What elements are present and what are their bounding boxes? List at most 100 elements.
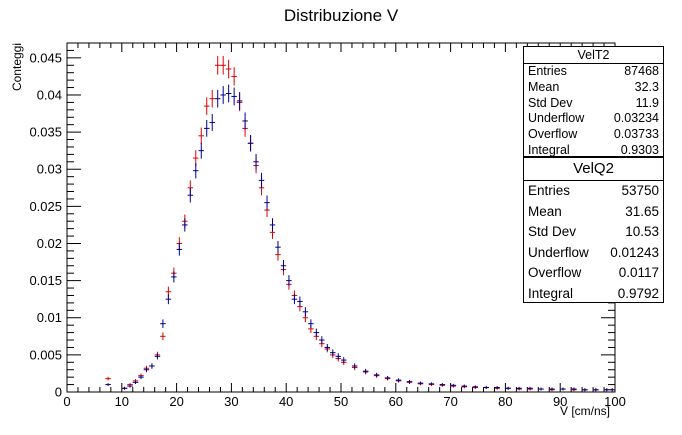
stats-row-integral: Integral 0.9303: [524, 143, 663, 159]
data-point-velq2: [264, 195, 270, 210]
data-point-velq2: [308, 319, 314, 328]
y-tick-label: 0.035: [29, 125, 62, 140]
data-point-velq2: [204, 119, 210, 137]
stats-value: 0.9792: [617, 285, 659, 301]
y-tick-label: 0.005: [29, 347, 62, 362]
stats-value: 31.65: [625, 203, 659, 219]
data-point-velq2: [341, 357, 347, 363]
data-point-velq2: [214, 89, 221, 108]
y-tick-label: 0.025: [29, 199, 62, 214]
data-point-velq2: [472, 385, 478, 389]
data-point-velq2: [143, 367, 150, 373]
y-tick-label: 0.02: [37, 236, 62, 251]
data-point-velq2: [105, 383, 111, 387]
x-tick-label: 60: [389, 394, 403, 409]
data-point-velq2: [461, 384, 468, 388]
data-point-velq2: [297, 296, 303, 307]
data-point-velq2: [193, 163, 199, 179]
x-tick-label: 40: [279, 394, 293, 409]
stats-row-std-dev: Std Dev 10.53: [524, 222, 663, 243]
stats-row-std-dev: Std Dev 11.9: [524, 96, 663, 112]
data-point-velt2: [209, 89, 215, 108]
data-point-velq2: [406, 379, 413, 384]
stats-label: Mean: [528, 79, 560, 94]
data-point-velq2: [395, 378, 402, 382]
data-point-velq2: [165, 294, 172, 305]
data-point-velq2: [609, 388, 615, 392]
data-point-velq2: [220, 86, 226, 104]
x-tick-label: 0: [63, 394, 70, 409]
data-point-velq2: [280, 259, 287, 272]
y-tick-label: 0.045: [29, 50, 62, 65]
stats-row-overflow: Overflow 0.0117: [524, 263, 663, 284]
data-point-velq2: [160, 319, 166, 328]
stats-box-title: VelT2: [524, 47, 663, 64]
data-point-velq2: [505, 386, 511, 390]
data-point-velt2: [220, 55, 226, 75]
data-point-velq2: [549, 387, 555, 391]
stats-value: 0.0117: [618, 265, 659, 280]
data-point-velq2: [258, 172, 265, 188]
data-point-velq2: [450, 383, 457, 387]
x-tick-label: 90: [553, 394, 567, 409]
data-point-velq2: [582, 388, 588, 392]
data-point-velq2: [182, 218, 188, 232]
data-point-velq2: [373, 372, 380, 378]
data-point-velq2: [209, 113, 215, 131]
data-point-velq2: [253, 153, 259, 170]
stats-label: Integral: [528, 142, 570, 157]
stats-label: Overflow: [528, 127, 578, 142]
data-point-velq2: [198, 142, 204, 159]
stats-row-integral: Integral 0.9792: [524, 284, 663, 305]
data-points: [105, 55, 615, 392]
y-tick-label: 0: [55, 385, 62, 400]
data-point-velq2: [286, 275, 292, 287]
stats-label: Entries: [528, 183, 571, 198]
x-tick-label: 50: [334, 394, 348, 409]
stats-row-entries: Entries 87468: [524, 64, 663, 80]
data-point-velq2: [571, 387, 577, 391]
data-point-velq2: [231, 87, 237, 106]
data-point-velq2: [127, 384, 133, 388]
chart-title: Distribuzione V: [283, 6, 399, 25]
stats-row-mean: Mean 32.3: [524, 80, 663, 96]
stats-box-velq2: VelQ2 Entries 53750 Mean 31.65 Std Dev 10.5…: [523, 157, 664, 303]
data-point-velt2: [214, 55, 221, 75]
x-tick-label: 20: [169, 394, 183, 409]
stats-row-mean: Mean 31.65: [524, 202, 663, 223]
data-point-velt2: [204, 97, 210, 115]
data-point-velt2: [105, 376, 111, 381]
data-point-velq2: [494, 386, 500, 390]
stats-label: Underflow: [528, 111, 585, 126]
y-tick-label: 0.01: [37, 310, 62, 325]
x-tick-label: 70: [443, 394, 457, 409]
data-point-velq2: [247, 135, 254, 152]
y-tick-label: 0.04: [37, 87, 62, 102]
stats-row-underflow: Underflow 0.03234: [524, 111, 663, 127]
data-point-velq2: [324, 343, 331, 351]
stats-label: Mean: [528, 203, 562, 219]
data-point-velq2: [242, 112, 248, 130]
stats-label: Entries: [528, 64, 567, 78]
stats-row-underflow: Underflow 0.01243: [524, 243, 663, 264]
data-point-velq2: [275, 240, 281, 254]
data-point-velq2: [439, 383, 446, 387]
data-point-velq2: [483, 386, 489, 390]
stats-value: 0.9303: [620, 142, 659, 157]
y-tick-label: 0.015: [29, 273, 62, 288]
x-axis: 0 10 20 30 40 50 60 70 80 90 100: [63, 43, 626, 409]
data-point-velq2: [154, 353, 161, 360]
data-point-velq2: [384, 375, 391, 380]
data-point-velq2: [187, 187, 194, 203]
y-axis-label: Conteggi: [10, 42, 24, 92]
data-point-velq2: [225, 84, 232, 103]
data-point-velt2: [231, 67, 237, 86]
data-point-velq2: [291, 294, 298, 305]
data-point-velq2: [138, 375, 144, 380]
stats-value: 87468: [624, 64, 659, 78]
data-point-velq2: [417, 381, 424, 385]
data-point-velq2: [236, 92, 243, 110]
stats-value: 53750: [621, 183, 659, 198]
stats-value: 32.3: [634, 79, 659, 94]
data-point-velq2: [428, 382, 435, 386]
